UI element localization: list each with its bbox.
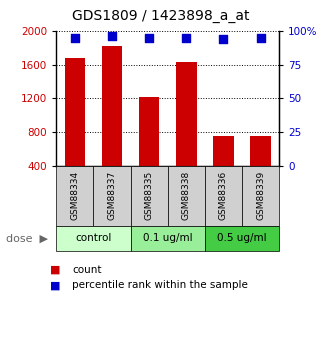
Text: 0.5 ug/ml: 0.5 ug/ml (217, 234, 267, 243)
Text: GSM88337: GSM88337 (108, 171, 117, 220)
Bar (139, 97, 159, 166)
Bar (176, 62, 196, 166)
Point (184, 35, 189, 41)
Point (221, 36, 226, 42)
Text: GSM88338: GSM88338 (182, 171, 191, 220)
Bar (102, 46, 122, 166)
Point (109, 34, 115, 39)
Text: GSM88334: GSM88334 (70, 171, 79, 220)
Text: GSM88339: GSM88339 (256, 171, 265, 220)
Point (147, 35, 152, 41)
Text: percentile rank within the sample: percentile rank within the sample (72, 280, 248, 290)
Text: ■: ■ (50, 265, 60, 275)
Text: ■: ■ (50, 280, 60, 290)
Text: control: control (75, 234, 111, 243)
Text: GDS1809 / 1423898_a_at: GDS1809 / 1423898_a_at (72, 9, 249, 22)
Bar (213, 136, 234, 166)
Point (72, 35, 77, 41)
Bar (65, 58, 85, 166)
Text: 0.1 ug/ml: 0.1 ug/ml (143, 234, 193, 243)
Text: GSM88335: GSM88335 (145, 171, 154, 220)
Bar (250, 136, 271, 166)
Text: dose  ▶: dose ▶ (6, 234, 48, 243)
Point (258, 35, 263, 41)
Text: count: count (72, 265, 102, 275)
Text: GSM88336: GSM88336 (219, 171, 228, 220)
